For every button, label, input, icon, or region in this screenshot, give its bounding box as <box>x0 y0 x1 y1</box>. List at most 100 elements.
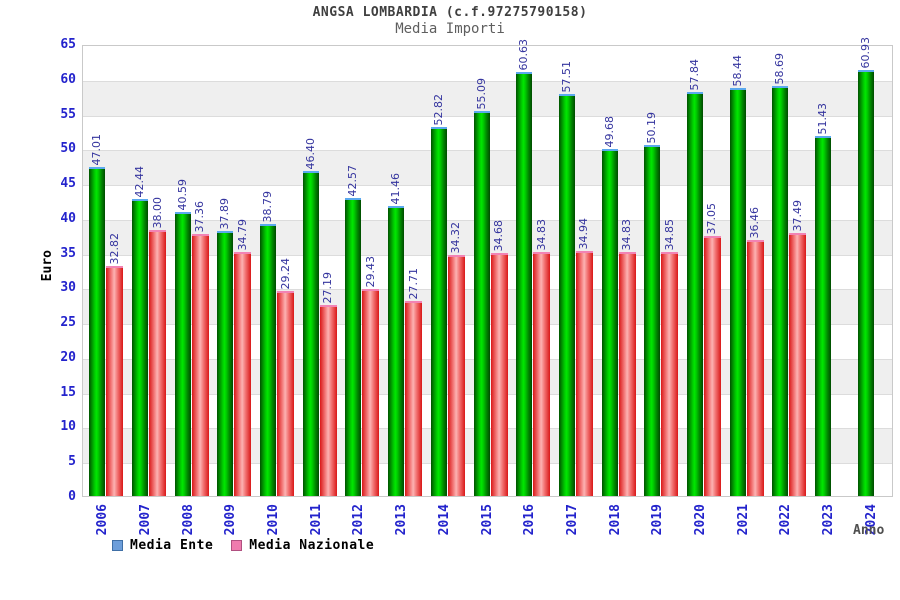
chart-title: ANGSA LOMBARDIA (c.f.97275790158) <box>312 5 588 20</box>
plot-area: 47.01 32.82 42.44 38.00 40.59 37.36 37.89 34.79… <box>82 37 893 497</box>
value-label-media-nazionale-2009: 34.79 <box>235 218 249 251</box>
y-tick-label-5: 5 <box>68 454 76 470</box>
bar-media-ente-2007 <box>132 199 149 496</box>
value-label-media-ente-2022: 58.69 <box>773 52 787 85</box>
bar-media-ente-2021 <box>729 88 746 496</box>
value-label-media-ente-2012: 42.57 <box>346 164 360 197</box>
value-label-media-ente-2016: 60.63 <box>517 38 531 71</box>
value-label-media-nazionale-2021: 36.46 <box>748 206 762 239</box>
legend-swatch-media-nazionale-icon <box>231 540 243 551</box>
value-label-media-ente-2019: 50.19 <box>645 111 659 144</box>
value-label-media-nazionale-2014: 34.32 <box>449 221 463 254</box>
bar-media-ente-2015 <box>473 111 490 496</box>
y-tick-label-40: 40 <box>60 210 76 226</box>
chart-subtitle: Media Importi <box>395 21 505 37</box>
legend-item-media-nazionale: Media Nazionale <box>231 538 374 553</box>
bar-media-nazionale-2016 <box>533 252 551 496</box>
bar-media-nazionale-2019 <box>661 252 679 496</box>
bar-media-nazionale-2006 <box>106 266 124 496</box>
x-label-2020: 2020 <box>692 504 708 536</box>
value-label-media-nazionale-2015: 34.68 <box>492 219 505 252</box>
y-tick-label-0: 0 <box>68 489 76 504</box>
bar-media-ente-2012 <box>345 198 362 496</box>
value-label-media-ente-2009: 37.89 <box>218 197 232 230</box>
bar-media-nazionale-2010 <box>277 291 295 496</box>
value-label-media-ente-2020: 57.84 <box>687 58 701 91</box>
bar-media-ente-2006 <box>89 167 106 496</box>
value-label-media-nazionale-2006: 32.82 <box>107 232 121 265</box>
x-axis-title: Anno <box>853 523 885 538</box>
background-band <box>83 80 892 116</box>
value-label-media-ente-2023: 51.43 <box>815 102 829 135</box>
value-label-media-ente-2015: 55.09 <box>474 77 488 110</box>
bar-media-nazionale-2018 <box>618 252 636 496</box>
bar-media-nazionale-2013 <box>405 301 423 496</box>
bar-media-ente-2014 <box>430 127 447 496</box>
bar-media-ente-2008 <box>174 212 191 496</box>
x-label-2017: 2017 <box>564 504 580 536</box>
value-label-media-ente-2007: 42.44 <box>133 165 147 198</box>
value-label-media-ente-2011: 46.40 <box>303 137 317 170</box>
legend-label-media-ente: Media Ente <box>130 538 214 553</box>
x-label-2008: 2008 <box>180 504 196 536</box>
x-label-2011: 2011 <box>308 504 324 536</box>
value-label-media-nazionale-2008: 37.36 <box>193 200 207 233</box>
x-label-2022: 2022 <box>778 504 794 536</box>
value-label-media-nazionale-2007: 38.00 <box>150 196 164 229</box>
y-tick-label-60: 60 <box>60 71 76 87</box>
value-label-media-nazionale-2012: 29.43 <box>363 255 377 288</box>
value-label-media-ente-2013: 41.46 <box>389 172 403 205</box>
bar-media-ente-2017 <box>558 94 575 496</box>
value-label-media-nazionale-2013: 27.71 <box>406 267 420 300</box>
bar-media-ente-2011 <box>302 171 319 496</box>
bar-media-ente-2013 <box>388 206 405 496</box>
bar-media-nazionale-2015 <box>490 253 508 496</box>
legend-label-media-nazionale: Media Nazionale <box>249 538 375 553</box>
x-label-2018: 2018 <box>607 504 623 536</box>
value-label-media-nazionale-2010: 29.24 <box>278 257 292 290</box>
bar-media-nazionale-2021 <box>746 240 764 496</box>
bar-media-nazionale-2007 <box>149 230 167 496</box>
value-label-media-ente-2010: 38.79 <box>261 190 275 223</box>
y-tick-label-35: 35 <box>60 245 76 261</box>
value-label-media-ente-2018: 49.68 <box>602 115 616 148</box>
y-tick-label-20: 20 <box>60 349 76 365</box>
value-label-media-ente-2006: 47.01 <box>90 133 104 166</box>
x-label-2015: 2015 <box>479 504 495 536</box>
value-label-media-ente-2008: 40.59 <box>175 178 189 211</box>
legend-item-media-ente: Media Ente <box>112 538 213 553</box>
value-label-media-nazionale-2011: 27.19 <box>321 271 335 304</box>
x-label-2010: 2010 <box>266 504 282 536</box>
y-tick-label-15: 15 <box>60 384 76 400</box>
value-label-media-ente-2021: 58.44 <box>730 54 744 87</box>
bar-media-ente-2010 <box>260 224 277 496</box>
y-tick-label-10: 10 <box>60 419 76 435</box>
value-label-media-nazionale-2017: 34.94 <box>577 217 591 250</box>
value-label-media-nazionale-2019: 34.85 <box>662 218 676 251</box>
legend: Media Ente Media Nazionale <box>112 538 374 553</box>
gridline <box>83 80 892 82</box>
bar-media-ente-2018 <box>601 149 618 496</box>
bar-media-ente-2024 <box>857 70 874 496</box>
bar-media-nazionale-2020 <box>703 236 721 496</box>
value-label-media-nazionale-2016: 34.83 <box>534 218 548 251</box>
x-label-2016: 2016 <box>522 504 538 536</box>
value-label-media-ente-2017: 57.51 <box>559 60 573 93</box>
y-tick-label-65: 65 <box>60 37 76 52</box>
y-tick-label-45: 45 <box>60 176 76 192</box>
x-label-2021: 2021 <box>735 504 751 536</box>
y-tick-label-55: 55 <box>60 106 76 122</box>
bar-media-ente-2023 <box>814 136 831 496</box>
y-tick-label-30: 30 <box>60 280 76 296</box>
bar-media-ente-2009 <box>217 231 234 496</box>
x-label-2012: 2012 <box>351 504 367 536</box>
value-label-media-ente-2024: 60.93 <box>858 36 872 69</box>
x-label-2006: 2006 <box>95 504 111 536</box>
bar-media-ente-2022 <box>772 86 789 496</box>
x-label-2013: 2013 <box>394 504 410 536</box>
bar-media-nazionale-2011 <box>319 305 337 496</box>
bar-media-nazionale-2014 <box>447 255 465 496</box>
value-label-media-ente-2014: 52.82 <box>431 93 445 126</box>
value-label-media-nazionale-2018: 34.83 <box>620 218 634 251</box>
value-label-media-nazionale-2020: 37.05 <box>705 202 719 235</box>
